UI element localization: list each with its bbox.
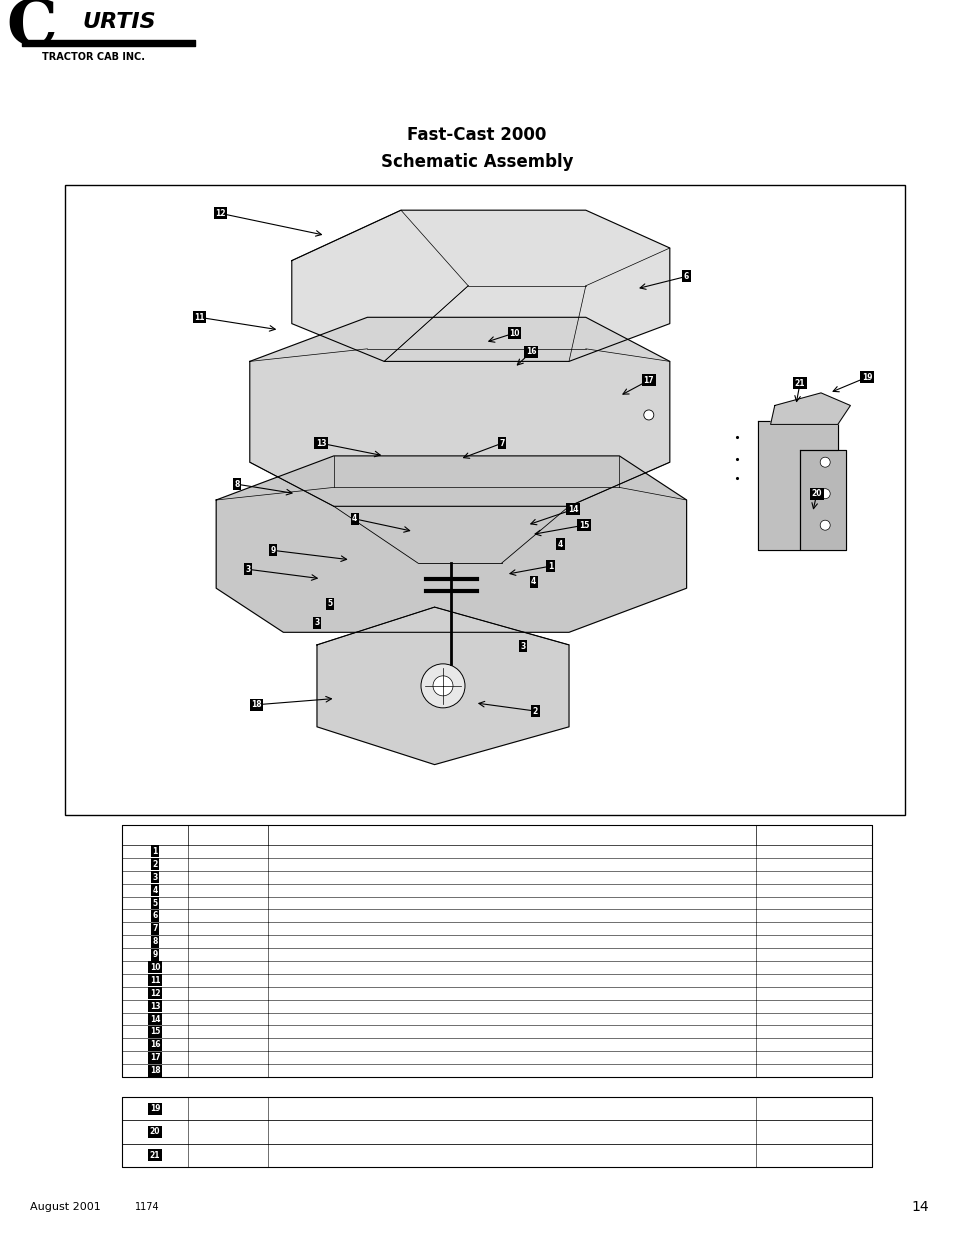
Text: 1: 1 [152,847,157,856]
Text: 17: 17 [150,1053,160,1062]
Text: 14: 14 [150,1014,160,1024]
Polygon shape [800,450,845,551]
Bar [122,1097,871,1167]
Text: 10: 10 [150,963,160,972]
Text: 16: 16 [525,347,536,357]
Circle shape [433,676,453,695]
Text: 20: 20 [811,489,821,498]
Text: 13: 13 [150,1002,160,1010]
Text: 7: 7 [498,438,504,448]
Text: 19: 19 [150,1104,160,1113]
Text: 1: 1 [547,562,553,571]
Text: 2: 2 [152,860,157,869]
Text: 5: 5 [152,899,157,908]
Polygon shape [770,393,849,425]
Text: 4: 4 [531,578,536,587]
Text: 12: 12 [150,989,160,998]
Text: Schematic Assembly: Schematic Assembly [380,153,573,170]
Text: 6: 6 [683,272,688,280]
Text: 17: 17 [643,375,654,385]
Text: 5: 5 [327,599,332,609]
Text: 3: 3 [245,564,251,574]
Text: 9: 9 [152,950,157,960]
Text: TRACTOR CAB INC.: TRACTOR CAB INC. [42,52,145,62]
Text: 16: 16 [150,1040,160,1050]
Polygon shape [216,456,686,632]
Text: 11: 11 [194,312,205,322]
Text: 13: 13 [315,438,326,448]
Text: 4: 4 [152,885,157,894]
Circle shape [820,520,829,530]
Text: 14: 14 [910,1200,928,1214]
Text: 12: 12 [215,209,226,217]
Polygon shape [250,317,669,506]
Polygon shape [758,421,837,551]
Text: 8: 8 [152,937,157,946]
Polygon shape [292,210,669,362]
Text: 4: 4 [352,515,357,524]
Text: 6: 6 [152,911,157,920]
Text: 18: 18 [150,1066,160,1074]
Circle shape [820,457,829,467]
Text: 3: 3 [152,873,157,882]
Text: URTIS: URTIS [82,12,155,32]
Text: 7: 7 [152,924,157,934]
Text: 15: 15 [578,521,589,530]
Text: C: C [7,0,57,58]
Polygon shape [316,608,568,764]
Text: Fast-Cast 2000: Fast-Cast 2000 [407,126,546,144]
Text: 10: 10 [509,329,519,337]
Text: 15: 15 [150,1028,160,1036]
Text: 8: 8 [234,479,239,489]
Text: August 2001: August 2001 [30,1202,101,1212]
Text: 4: 4 [558,540,562,548]
Circle shape [420,664,464,708]
Circle shape [820,489,829,499]
Text: 21: 21 [150,1151,160,1160]
Circle shape [643,410,653,420]
Text: 19: 19 [862,373,872,382]
Text: 3: 3 [314,619,319,627]
Bar [122,825,871,1077]
Text: 21: 21 [794,379,804,388]
Text: 9: 9 [271,546,275,555]
Text: 11: 11 [150,976,160,984]
Text: 14: 14 [567,505,578,514]
Text: 20: 20 [150,1128,160,1136]
Text: 18: 18 [251,700,261,709]
Text: 1174: 1174 [135,1202,159,1212]
Text: 3: 3 [519,642,525,651]
Text: 2: 2 [532,706,537,715]
Bar [65,185,904,815]
